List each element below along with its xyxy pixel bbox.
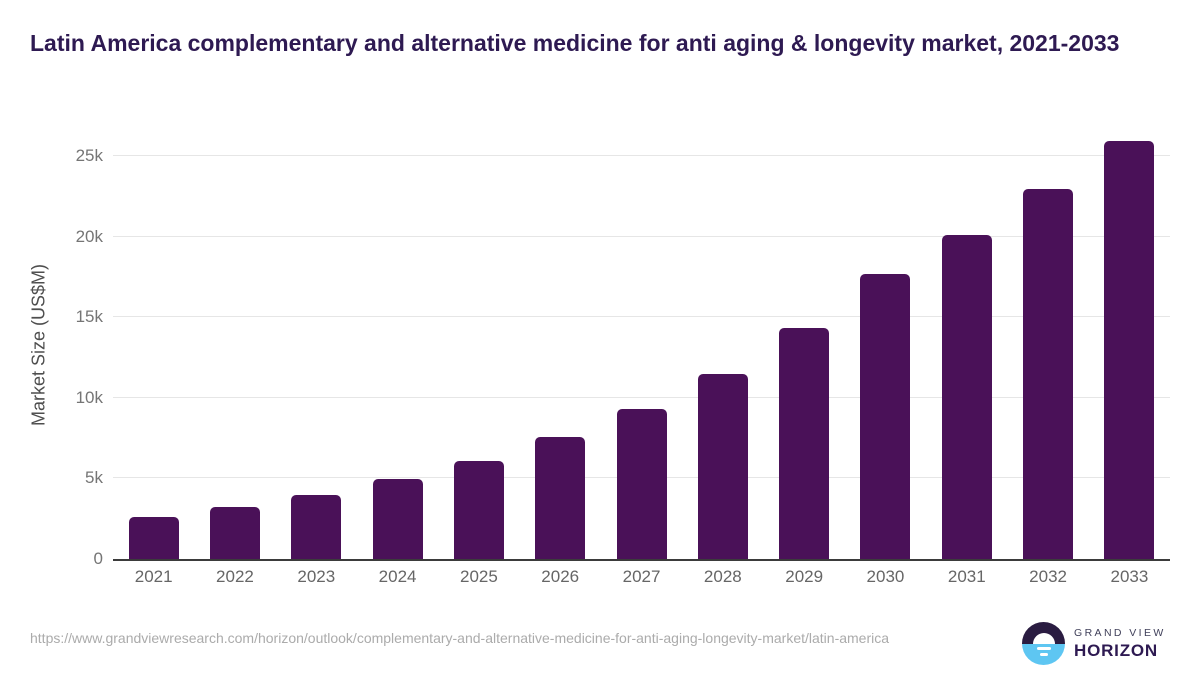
bar-slot: [438, 130, 519, 559]
bar-slot: [357, 130, 438, 559]
y-axis-tick-labels: 0 5k 10k 15k 20k 25k: [0, 130, 103, 568]
y-tick-label-25k: 25k: [75, 146, 103, 165]
logo-brand-bottom: HORIZON: [1074, 640, 1158, 660]
y-tick-label-10k: 10k: [75, 387, 103, 407]
logo-sun: [1032, 632, 1055, 644]
bar-slot: [520, 130, 601, 559]
plot-area: [113, 130, 1170, 561]
horizon-sunrise-icon: [1022, 622, 1065, 665]
bar-slot: [1089, 130, 1170, 559]
y-tick-label-20k: 20k: [75, 226, 103, 246]
gridline-15k: [113, 316, 1170, 318]
bar-slot: [194, 130, 275, 559]
x-tick-label-2029: 2029: [785, 567, 824, 586]
gridline-25k: [113, 155, 1170, 156]
gridline-20k: [113, 235, 1170, 237]
bar-2030[interactable]: [860, 273, 911, 559]
x-tick-label-2033: 2033: [1110, 567, 1149, 586]
bar-2024[interactable]: [372, 479, 423, 559]
bar-slot: [601, 130, 682, 559]
bar-slot: [276, 130, 357, 559]
x-tick-label-2022: 2022: [216, 567, 254, 586]
y-tick-label-15k: 15k: [75, 307, 103, 327]
bar-slot: [1007, 130, 1088, 559]
x-tick-label-2032: 2032: [1029, 567, 1067, 586]
bar-2026[interactable]: [535, 437, 586, 559]
logo-reflection-line-2: [1039, 652, 1048, 656]
bars-container: [113, 130, 1170, 559]
x-tick-label-2030: 2030: [866, 567, 905, 586]
bar-slot: [682, 130, 763, 559]
logo-reflection-line-1: [1036, 646, 1051, 650]
bar-2032[interactable]: [1023, 189, 1074, 559]
bar-2025[interactable]: [453, 461, 504, 559]
x-tick-label-2023: 2023: [297, 567, 336, 586]
bar-2022[interactable]: [209, 506, 260, 559]
chart-title: Latin America complementary and alternat…: [30, 30, 1120, 56]
bar-2023[interactable]: [291, 494, 342, 559]
logo-text: GRAND VIEW HORIZON: [1074, 627, 1166, 661]
grandview-horizon-logo: GRAND VIEW HORIZON: [1022, 622, 1166, 665]
bar-2028[interactable]: [697, 373, 748, 559]
y-tick-label-5k: 5k: [85, 468, 103, 488]
bar-slot: [845, 130, 926, 559]
x-tick-label-2026: 2026: [541, 567, 580, 586]
x-tick-label-2025: 2025: [459, 567, 498, 586]
x-tick-label-2031: 2031: [947, 567, 986, 586]
bar-slot: [113, 130, 194, 559]
bar-slot: [926, 130, 1007, 559]
gridline-10k: [113, 396, 1170, 398]
x-axis-tick-labels: 2021 2022 2023 2024 2025 2026 2027 2028 2029 2030…: [113, 567, 1170, 587]
source-url: https://www.grandviewresearch.com/horizo…: [30, 630, 890, 646]
x-tick-label-2028: 2028: [703, 567, 742, 586]
bar-2029[interactable]: [779, 328, 830, 559]
x-tick-label-2024: 2024: [378, 567, 417, 586]
bar-2021[interactable]: [128, 517, 179, 559]
x-tick-label-2021: 2021: [134, 567, 173, 586]
bar-2033[interactable]: [1104, 140, 1155, 559]
bar-2031[interactable]: [941, 235, 992, 559]
x-tick-label-2027: 2027: [622, 567, 661, 586]
bar-slot: [764, 130, 845, 559]
logo-brand-top: GRAND VIEW: [1074, 626, 1166, 639]
y-tick-label-0: 0: [93, 549, 103, 568]
bar-2027[interactable]: [616, 409, 667, 559]
